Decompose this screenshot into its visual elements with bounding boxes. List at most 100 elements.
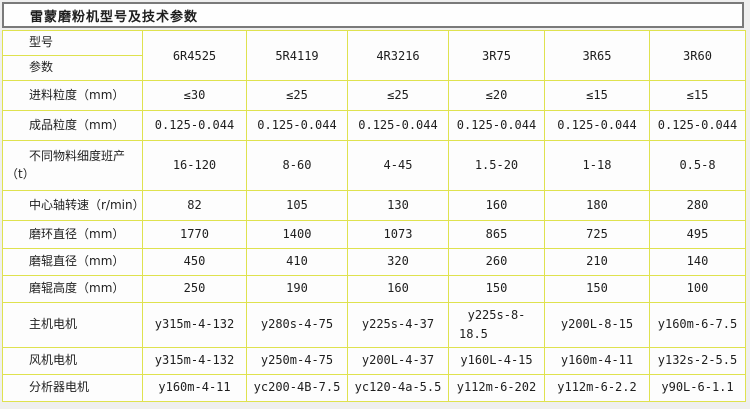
value-cell: 1073 [347, 220, 449, 249]
value-line: 150 [485, 281, 508, 296]
value-cell: 150 [544, 275, 650, 303]
corner-cell-params: 参数 [2, 55, 143, 81]
value-line: 410 [286, 254, 308, 269]
value-line: 1400 [282, 226, 312, 241]
table-row: 成品粒度（mm） 0.125-0.044 0.125-0.044 0.125-0.04… [2, 110, 746, 141]
value-cell: 105 [246, 190, 348, 221]
value-line: 0.125-0.044 [257, 117, 337, 132]
value-cell: 160 [448, 190, 545, 221]
value-line: 0.125-0.044 [657, 117, 738, 132]
value-cell: 82 [142, 190, 247, 221]
value-cell: 1400 [246, 220, 348, 249]
row-label-line: 中心轴转速（r/min） [29, 197, 143, 212]
value-line: ≤25 [387, 87, 409, 102]
value-cell: 0.125-0.044 [142, 110, 247, 141]
value-cell: y160m-6-7.5 [649, 302, 746, 348]
value-cell: 450 [142, 248, 247, 276]
row-label-line: 主机电机 [29, 317, 78, 332]
value-line: 495 [686, 226, 709, 241]
value-line: 0.5-8 [679, 157, 716, 172]
value-line: 450 [183, 254, 206, 269]
value-cell: 190 [246, 275, 348, 303]
row-label-line: 进料粒度（mm） [29, 87, 125, 102]
row-label: 成品粒度（mm） [2, 110, 143, 141]
table-row: 中心轴转速（r/min） 82 105 130 160 180 280 [2, 190, 746, 221]
value-cell: 0.5-8 [649, 140, 746, 191]
value-line: 865 [485, 226, 508, 241]
value-cell: 410 [246, 248, 348, 276]
value-cell: 865 [448, 220, 545, 249]
value-line: 320 [387, 254, 409, 269]
model-header-4R3216: 4R3216 [347, 30, 449, 81]
value-cell: 1-18 [544, 140, 650, 191]
row-label: 磨辊高度（mm） [2, 275, 143, 303]
corner-model-label: 型号 [29, 35, 54, 50]
value-cell: 260 [448, 248, 545, 276]
value-line: 16-120 [172, 157, 217, 172]
row-label: 磨辊直径（mm） [2, 248, 143, 276]
row-label-line: 磨辊直径（mm） [29, 254, 125, 269]
row-label: 不同物料细度班产 （t） [2, 140, 143, 191]
spec-table: 型号 6R4525 5R4119 4R3216 3R75 3R65 3R60 参数 进料粒… [2, 30, 746, 402]
value-cell: y280s-4-75 [246, 302, 348, 348]
value-line: yc120-4a-5.5 [354, 380, 442, 395]
value-line: y225s-8- [467, 307, 526, 322]
value-line: y112m-6-202 [456, 380, 537, 395]
value-cell: 100 [649, 275, 746, 303]
value-line: 0.125-0.044 [358, 117, 438, 132]
row-label: 主机电机 [2, 302, 143, 348]
value-cell: 1770 [142, 220, 247, 249]
value-line: y315m-4-132 [154, 353, 235, 368]
corner-cell-model: 型号 [2, 30, 143, 56]
value-cell: 0.125-0.044 [544, 110, 650, 141]
value-cell: 160 [347, 275, 449, 303]
value-line: 82 [187, 197, 202, 212]
value-line: 0.125-0.044 [154, 117, 235, 132]
value-line: 4-45 [383, 157, 413, 172]
model-header-3R65: 3R65 [544, 30, 650, 81]
header-row-model: 型号 6R4525 5R4119 4R3216 3R75 3R65 3R60 [2, 30, 746, 81]
value-line: y132s-2-5.5 [657, 353, 738, 368]
value-line: 210 [586, 254, 608, 269]
value-cell: 0.125-0.044 [246, 110, 348, 141]
value-cell: y225s-8- 18.5 [448, 302, 545, 348]
value-line: y250m-4-75 [260, 353, 334, 368]
row-label-line: 磨环直径（mm） [29, 226, 125, 241]
value-line: y200L-8-15 [560, 317, 634, 332]
value-line: ≤30 [183, 87, 206, 102]
model-header-3R75: 3R75 [448, 30, 545, 81]
table-row: 风机电机 y315m-4-132 y250m-4-75 y200L-4-37 y160L… [2, 347, 746, 375]
value-cell: y200L-8-15 [544, 302, 650, 348]
value-line: 130 [387, 197, 409, 212]
row-label-line: 分析器电机 [29, 380, 90, 395]
table-row: 不同物料细度班产 （t） 16-120 8-60 4-45 1.5-20 1-18 0.5-8 [2, 140, 746, 191]
value-line: y160m-4-11 [158, 380, 231, 395]
row-label-line: 磨辊高度（mm） [29, 281, 125, 296]
value-cell: 130 [347, 190, 449, 221]
value-cell: 280 [649, 190, 746, 221]
value-line: 280 [686, 197, 709, 212]
table-row: 磨辊直径（mm） 450 410 320 260 210 140 [2, 248, 746, 276]
value-cell: ≤15 [649, 80, 746, 111]
value-cell: y160L-4-15 [448, 347, 545, 375]
value-line: 725 [586, 226, 608, 241]
value-line: 260 [485, 254, 508, 269]
value-line: 160 [387, 281, 409, 296]
value-line: 1.5-20 [474, 157, 519, 172]
value-cell: ≤25 [347, 80, 449, 111]
value-line: 250 [183, 281, 206, 296]
value-cell: ≤15 [544, 80, 650, 111]
value-cell: 8-60 [246, 140, 348, 191]
value-cell: y250m-4-75 [246, 347, 348, 375]
row-label: 风机电机 [2, 347, 143, 375]
value-line: y280s-4-75 [260, 317, 334, 332]
value-line: 105 [286, 197, 308, 212]
value-cell: 250 [142, 275, 247, 303]
value-cell: yc120-4a-5.5 [347, 374, 449, 402]
value-cell: 140 [649, 248, 746, 276]
value-cell: 4-45 [347, 140, 449, 191]
value-cell: 150 [448, 275, 545, 303]
value-line: ≤15 [686, 87, 709, 102]
value-cell: y160m-4-11 [142, 374, 247, 402]
